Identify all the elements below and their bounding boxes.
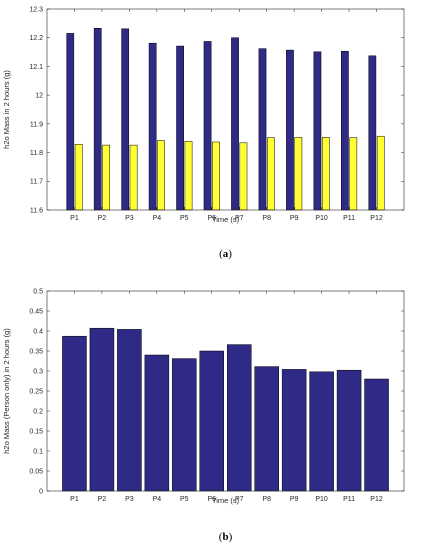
x-tick-label: P8 — [262, 496, 271, 503]
x-tick-label: P4 — [153, 496, 162, 503]
x-tick-label: P3 — [125, 496, 134, 503]
x-tick-label: P9 — [290, 496, 299, 503]
y-tick-label: 0.4 — [33, 328, 43, 335]
bar-b-s1-P2 — [89, 327, 115, 492]
y-tick-label: 11.9 — [30, 121, 43, 128]
x-tick-label: P8 — [262, 215, 271, 222]
bar-b-s1-P6 — [199, 350, 225, 492]
y-tick-label: 11.7 — [30, 179, 43, 186]
x-tick-label: P6 — [207, 215, 216, 222]
x-tick-label: P1 — [70, 215, 79, 222]
y-tick-label: 11.6 — [30, 207, 43, 214]
y-tick-label: 0.45 — [29, 308, 43, 315]
bar-a-s2-P8 — [267, 137, 275, 211]
x-tick-label: P12 — [370, 215, 383, 222]
y-axis-label: h2o Mass in 2 hours (g) — [2, 70, 11, 149]
y-tick-label: 0.15 — [29, 428, 43, 435]
bar-b-s1-P12 — [364, 378, 389, 492]
x-tick-label: P4 — [153, 215, 162, 222]
bar-a-s2-P12 — [376, 135, 385, 211]
y-tick-label: 12.2 — [29, 35, 43, 42]
bar-a-s1-P6 — [203, 41, 212, 211]
x-axis-label: Time (s) — [212, 215, 240, 224]
bar-a-s2-P1 — [74, 143, 83, 211]
y-tick-label: 0 — [39, 488, 43, 495]
x-tick-label: P5 — [180, 215, 189, 222]
y-tick-label: 0.3 — [33, 368, 43, 375]
y-tick-label: 0.1 — [33, 448, 43, 455]
y-tick-label: 11.8 — [30, 150, 43, 157]
bar-a-s2-P5 — [184, 141, 193, 211]
panel-label: (b) — [219, 531, 233, 543]
x-tick-label: P11 — [343, 215, 355, 222]
x-tick-label: P1 — [70, 496, 79, 503]
bar-a-s2-P4 — [157, 140, 165, 211]
bar-b-s1-P10 — [309, 371, 334, 492]
plot-area-frame — [46, 8, 405, 211]
chart-a: 11.6 11.7 11.8 11.9 12 12.1 12.2 12.3 P1 P2 P3 P4 P5… — [2, 6, 405, 260]
x-tick-label: P9 — [290, 215, 299, 222]
bar-b-s1-P5 — [172, 358, 197, 492]
bar-a-s2-P7 — [239, 142, 248, 211]
x-tick-label: P7 — [235, 496, 244, 503]
x-tick-label: P6 — [207, 496, 216, 503]
x-tick-label: P12 — [370, 496, 383, 503]
chart-b: 0 0.05 0.1 0.15 0.2 0.25 0.3 0.35 0.4 0.45 0.5 P1 P2… — [2, 288, 405, 543]
x-tick-label: P11 — [343, 496, 355, 503]
bar-a-s1-P7 — [231, 37, 239, 211]
y-tick-label: 12 — [35, 93, 43, 100]
bar-b-s1-P4 — [144, 354, 170, 492]
bar-a-s1-P11 — [341, 50, 349, 211]
y-axis-label: h2o Mass (Person only) in 2 hours (g) — [2, 328, 11, 454]
y-tick-label: 0.5 — [33, 288, 43, 295]
bar-b-s1-P9 — [281, 369, 307, 492]
bar-a-s1-P2 — [93, 27, 102, 211]
bar-a-s2-P10 — [321, 137, 330, 211]
bar-a-s1-P12 — [368, 55, 377, 211]
x-tick-label: P5 — [180, 496, 189, 503]
x-tick-label: P3 — [125, 215, 134, 222]
bar-a-s1-P1 — [66, 33, 75, 211]
bar-a-s2-P3 — [129, 144, 138, 211]
x-tick-label: P10 — [315, 496, 328, 503]
bar-a-s2-P2 — [102, 144, 110, 211]
x-tick-label: P7 — [235, 215, 244, 222]
y-tick-label: 0.05 — [29, 468, 43, 475]
bar-b-s1-P11 — [336, 369, 362, 492]
bar-a-s1-P8 — [258, 48, 267, 211]
x-tick-label: P10 — [315, 215, 328, 222]
panel-letter: a — [223, 248, 229, 260]
x-tick-label: P2 — [98, 496, 107, 503]
y-tick-label: 0.2 — [33, 408, 43, 415]
bar-b-s1-P7 — [226, 344, 252, 492]
bar-b-s1-P1 — [62, 335, 87, 492]
panel-label: (a) — [219, 248, 232, 260]
bar-a-s1-P3 — [121, 28, 130, 211]
bar-b-s1-P3 — [117, 329, 142, 492]
x-tick-label: P2 — [98, 215, 107, 222]
x-axis-label: Time (s) — [212, 496, 240, 505]
bar-a-s1-P10 — [313, 51, 322, 211]
bar-a-s2-P11 — [349, 137, 358, 211]
y-tick-label: 0.25 — [29, 388, 43, 395]
bar-a-s1-P5 — [176, 45, 184, 211]
bar-a-s2-P6 — [212, 141, 220, 211]
y-tick-label: 12.1 — [29, 64, 43, 71]
bar-b-s1-P8 — [254, 366, 279, 492]
panel-letter: b — [222, 531, 228, 543]
bar-a-s2-P9 — [294, 137, 303, 211]
y-tick-label: 12.3 — [29, 6, 43, 13]
bar-a-s1-P4 — [148, 42, 157, 211]
y-tick-label: 0.35 — [29, 348, 43, 355]
bar-a-s1-P9 — [286, 49, 294, 211]
